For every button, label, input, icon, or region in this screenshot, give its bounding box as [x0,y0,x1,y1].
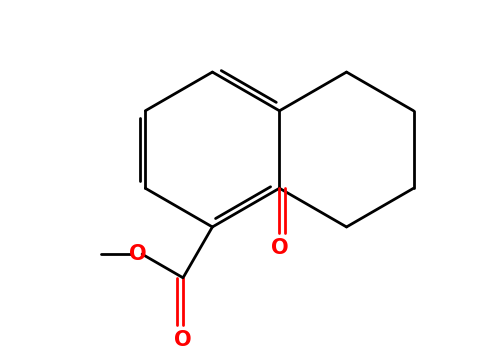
Text: O: O [129,244,147,264]
Text: O: O [174,330,192,350]
Text: O: O [270,238,288,258]
